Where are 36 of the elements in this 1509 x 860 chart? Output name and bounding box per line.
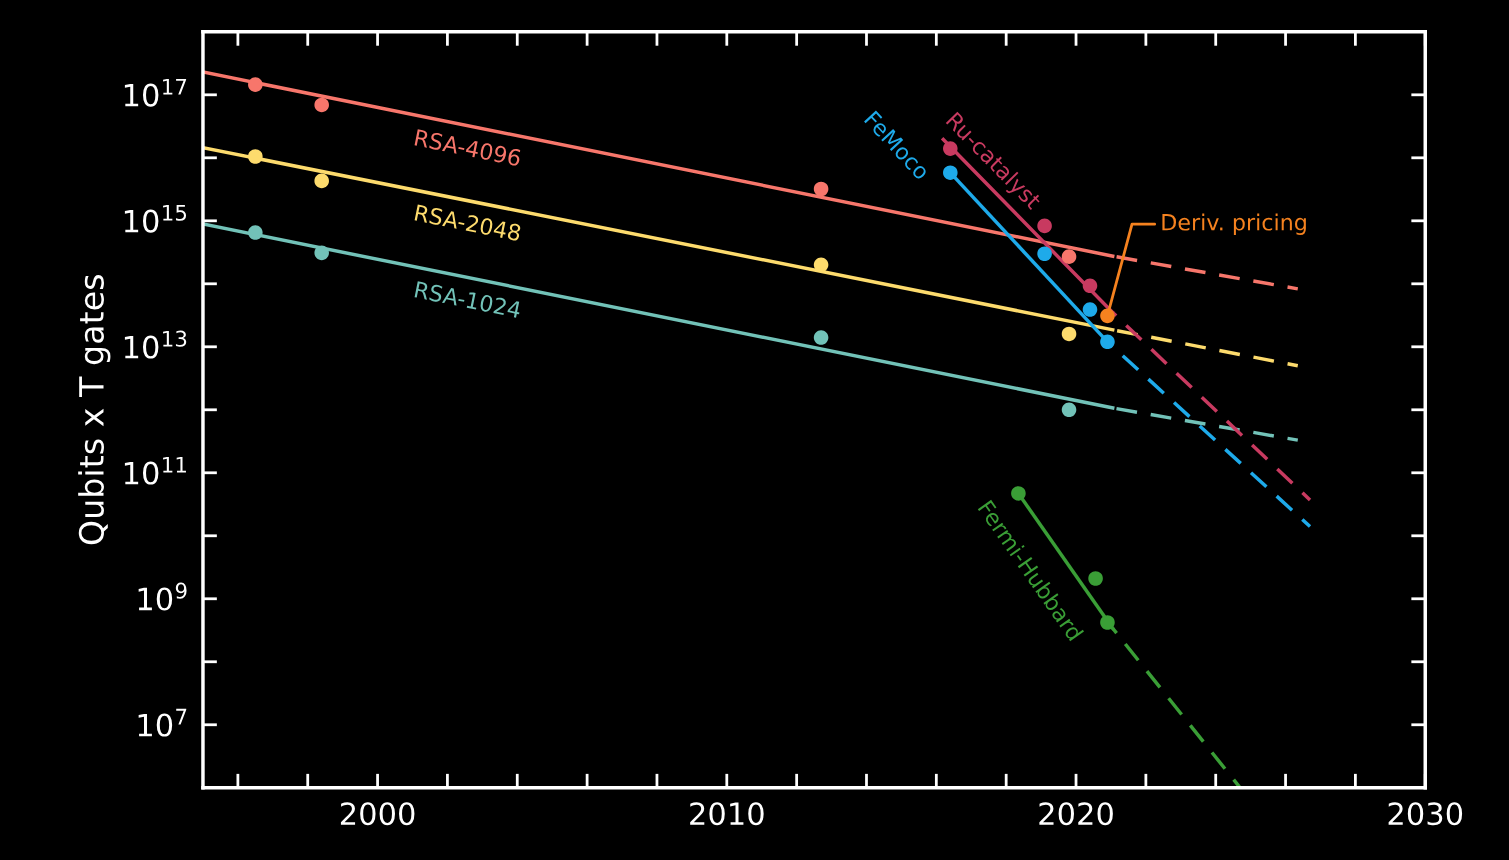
point (1082, 278, 1098, 294)
point (1100, 308, 1115, 324)
point (1061, 326, 1077, 342)
y-tick-label: 10$^{9}$ (138, 582, 187, 611)
point (1037, 218, 1052, 234)
point (813, 181, 829, 197)
point (1061, 249, 1077, 264)
point (813, 257, 829, 273)
y-tick-label: 10$^{7}$ (138, 708, 187, 737)
point (1037, 246, 1052, 262)
text: Deriv. pricing (1162, 213, 1306, 235)
point (1088, 571, 1103, 586)
point (314, 173, 329, 189)
x-tick-label: 2010 (690, 802, 764, 826)
point (314, 97, 329, 113)
point (1100, 334, 1115, 350)
point (314, 245, 329, 261)
x-tick-label: 2000 (340, 802, 415, 826)
point (1082, 302, 1098, 317)
point (1100, 615, 1115, 630)
y-tick-label: 10$^{17}$ (124, 78, 187, 107)
point (248, 225, 263, 240)
text: RSA-2048 (414, 204, 522, 242)
text: RSA-1024 (414, 280, 522, 319)
x-tick-label: 2030 (1388, 802, 1463, 826)
point (1061, 402, 1077, 418)
y-tick-label: 10$^{11}$ (124, 456, 186, 485)
point (248, 77, 263, 92)
y-axis-title: Qubits x T gates (78, 275, 111, 545)
point (813, 330, 829, 345)
x-tick-label: 2020 (1039, 802, 1113, 826)
y-tick-label: 10$^{15}$ (124, 204, 187, 233)
point (1011, 486, 1026, 501)
y-tick-label: 10$^{13}$ (124, 330, 187, 359)
text: RSA-4096 (414, 129, 522, 167)
point (248, 149, 263, 164)
